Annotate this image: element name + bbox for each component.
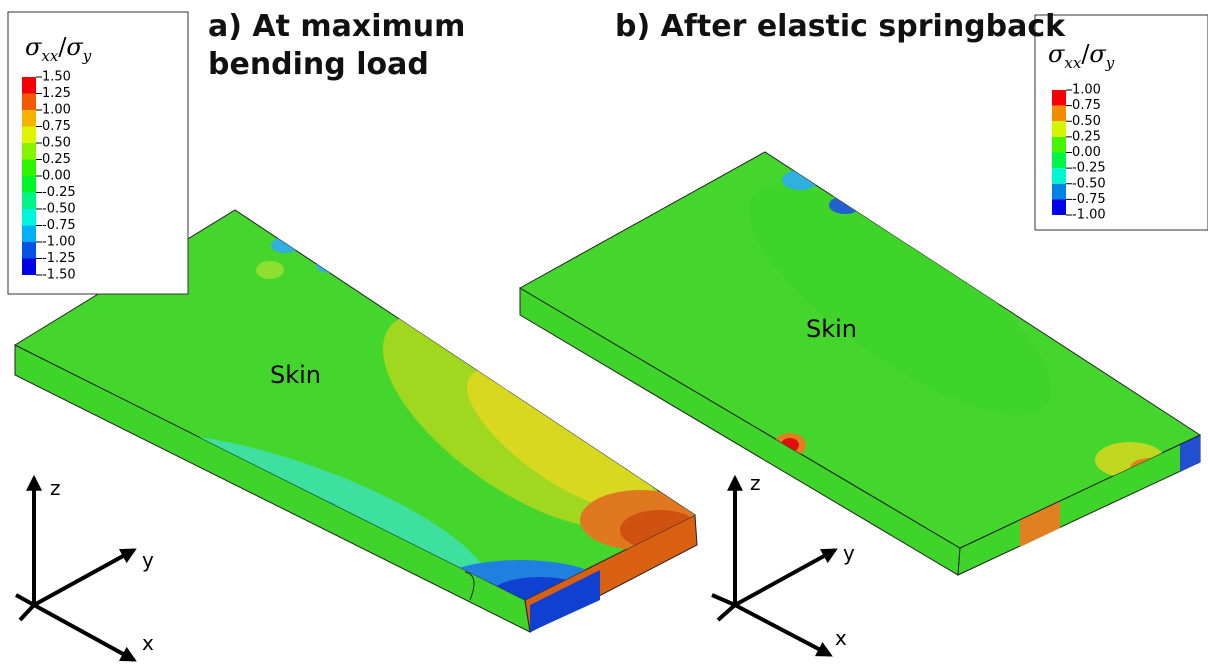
legend-label: -1.25	[42, 251, 76, 266]
sym: σ	[1048, 40, 1065, 68]
legend-label: 0.00	[42, 169, 71, 184]
title-line: a) At maximum	[208, 9, 465, 44]
axis-x	[735, 605, 830, 655]
legend-label: 1.50	[42, 70, 71, 85]
legend-label: 1.25	[42, 86, 71, 101]
sub: y	[82, 47, 92, 65]
axis-y	[34, 550, 134, 605]
legend-label: -1.00	[1072, 208, 1106, 223]
legend-swatch	[1052, 121, 1066, 137]
sym: σ	[1089, 40, 1106, 68]
axis-label: y	[142, 548, 154, 572]
legend-swatch	[22, 110, 36, 127]
legend-label: -1.50	[42, 268, 76, 283]
axis-label: x	[142, 631, 154, 655]
axis-y	[735, 550, 835, 605]
sub: xx	[41, 47, 58, 65]
legend-label: -0.25	[42, 185, 76, 200]
axis-tail	[712, 595, 735, 605]
axis-triad	[16, 478, 134, 660]
legend-swatch	[22, 193, 36, 210]
sym: σ	[25, 33, 42, 61]
legend-label: 1.00	[42, 103, 71, 118]
legend-swatch	[22, 160, 36, 177]
legend-swatch	[1052, 137, 1066, 153]
legend-swatch	[22, 143, 36, 160]
legend-swatch	[22, 176, 36, 193]
legend-swatch	[22, 226, 36, 243]
figure-svg: σxx/σy 1.501.251.000.750.500.250.00-0.25…	[0, 0, 1208, 664]
legend-swatch	[1052, 199, 1066, 215]
legend-label: -1.00	[42, 235, 76, 250]
axis-triad	[712, 478, 835, 655]
legend-title: σxx/σy	[1048, 40, 1115, 72]
legend-label: -0.25	[1072, 161, 1106, 176]
legend-label: 0.00	[1072, 145, 1101, 160]
title-line: bending load	[208, 47, 429, 82]
axis-tail	[20, 605, 34, 620]
panel-title: b) After elastic springback	[615, 9, 1066, 44]
sub: y	[1105, 54, 1115, 72]
axis-tail	[718, 605, 735, 620]
legend-label: 0.50	[1072, 114, 1101, 129]
axis-tail	[16, 595, 34, 605]
legend-label: -0.50	[42, 202, 76, 217]
part-label: Skin	[806, 315, 857, 343]
legend-label: 0.25	[42, 152, 71, 167]
legend-swatch	[22, 242, 36, 259]
legend-label: 0.75	[42, 119, 71, 134]
legend-swatch	[1052, 184, 1066, 200]
legend-label: 0.25	[1072, 129, 1101, 144]
figure: σxx/σy 1.501.251.000.750.500.250.00-0.25…	[0, 0, 1208, 664]
axis-label: y	[843, 541, 855, 565]
legend-swatch	[22, 127, 36, 144]
axis-x	[34, 605, 134, 660]
legend-swatch	[1052, 106, 1066, 122]
part-label: Skin	[270, 361, 321, 389]
axis-label: x	[835, 626, 847, 650]
legend-label: 0.75	[1072, 98, 1101, 113]
legend-label: -0.75	[42, 218, 76, 233]
axis-label: z	[50, 476, 61, 500]
axis-label: z	[750, 471, 761, 495]
legend-label: 0.50	[42, 136, 71, 151]
legend-swatch	[1052, 90, 1066, 106]
legend-swatch	[22, 259, 36, 276]
legend-swatch	[1052, 153, 1066, 169]
legend-swatch	[22, 209, 36, 226]
legend-title: σxx/σy	[25, 33, 92, 65]
legend-swatch	[22, 77, 36, 94]
legend-label: -0.75	[1072, 192, 1106, 207]
legend-swatch	[1052, 168, 1066, 184]
legend-label: 1.00	[1072, 83, 1101, 98]
sub: xx	[1064, 54, 1081, 72]
legend-swatch	[22, 94, 36, 111]
sym: σ	[66, 33, 83, 61]
legend-label: -0.50	[1072, 176, 1106, 191]
